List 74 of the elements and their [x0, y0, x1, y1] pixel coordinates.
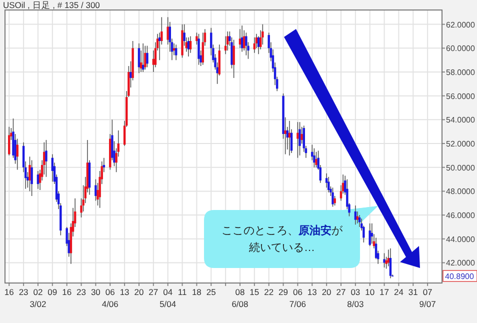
- xtick: 03 8/03: [347, 287, 364, 309]
- candlestick: [298, 122, 301, 156]
- candlestick: [187, 37, 190, 57]
- xtick: 31: [408, 287, 418, 297]
- xtick: 27: [148, 287, 158, 297]
- chart-title: USOil , 日足 , # 135 / 300: [3, 0, 100, 10]
- candlestick: [202, 32, 204, 66]
- y-tick-label: 60.0000: [446, 44, 476, 54]
- xtick: 23: [18, 287, 28, 297]
- xtick: 04 5/04: [160, 287, 176, 309]
- xtick: 06 7/06: [289, 287, 306, 309]
- xtick: 17: [380, 287, 390, 297]
- candlestick: [332, 187, 334, 208]
- xtick: 18: [192, 287, 202, 297]
- callout: ここのところ、原油安が続いている…: [204, 206, 378, 268]
- xtick: 10: [365, 287, 375, 297]
- candlestick: [94, 178, 97, 202]
- xtick: 16: [4, 287, 14, 297]
- candlestick: [325, 172, 328, 188]
- candlestick: [189, 36, 192, 54]
- xtick: 29: [278, 287, 288, 297]
- candlestick: [172, 42, 176, 56]
- y-tick-label: 56.0000: [446, 92, 476, 101]
- xtick: 06 4/06: [102, 287, 118, 309]
- y-tick-label: 48.0000: [446, 187, 476, 196]
- xtick: 20: [322, 287, 332, 297]
- candlestick: [383, 252, 386, 268]
- candlestick: [354, 205, 357, 225]
- candlestick: [36, 170, 40, 190]
- xtick: 22: [264, 287, 274, 297]
- y-tick-label: 46.0000: [446, 211, 476, 220]
- candlestick: [328, 176, 330, 193]
- candlestick: [51, 154, 54, 182]
- candlestick: [253, 37, 256, 54]
- xtick: 08 6/08: [232, 287, 248, 309]
- xtick: 13: [120, 287, 130, 297]
- xtick: 09: [48, 287, 58, 297]
- xtick: 07 9/07: [419, 287, 436, 309]
- candlestick: [374, 237, 378, 260]
- y-tick-label: 62.0000: [446, 20, 476, 30]
- candlestick: [226, 31, 229, 51]
- candlestick: [368, 222, 371, 246]
- xtick: 11: [178, 287, 187, 297]
- xtick: 24: [394, 287, 404, 297]
- price-label: 40.8900: [442, 270, 477, 282]
- candlestick: [245, 32, 248, 56]
- candlestick: [315, 151, 318, 168]
- candlestick: [138, 42, 140, 74]
- candlestick: [144, 45, 146, 70]
- xtick: 30: [90, 287, 100, 297]
- candlestick: [146, 45, 148, 68]
- candlestick: [45, 140, 48, 178]
- xtick: 16: [62, 287, 72, 297]
- xtick: 23: [76, 287, 86, 297]
- y-tick-label: 50.0000: [446, 163, 476, 172]
- y-tick-label: 52.0000: [446, 140, 476, 149]
- y-tick-label: 44.0000: [446, 234, 476, 244]
- candlestick: [238, 28, 242, 49]
- candlestick: [198, 33, 200, 66]
- xtick: 13: [307, 287, 317, 297]
- y-tick-label: 58.0000: [446, 68, 476, 77]
- candlestick: [313, 148, 316, 168]
- candlestick: [174, 44, 178, 60]
- y-tick-label: 54.0000: [446, 116, 476, 125]
- xtick: 27: [336, 287, 346, 297]
- annotation: 40.8900: [445, 272, 474, 281]
- candlestick: [296, 122, 299, 158]
- candlestick: [370, 222, 374, 244]
- xtick: 20: [134, 287, 144, 297]
- xtick: 02 3/02: [30, 287, 46, 309]
- xtick: 25: [206, 287, 216, 297]
- xtick: 15: [250, 287, 260, 297]
- y-tick-label: 42.0000: [446, 258, 476, 268]
- candlestick: [232, 39, 235, 78]
